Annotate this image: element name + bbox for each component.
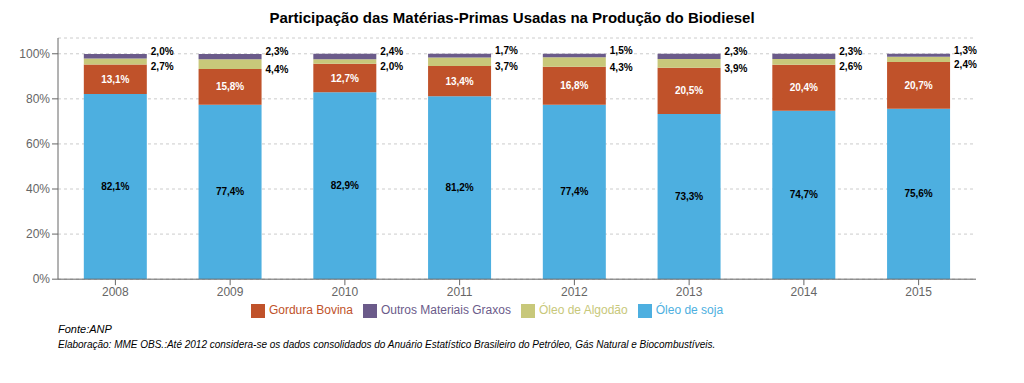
html-text:Fonte:ANP: Fonte:ANP	[58, 323, 112, 335]
svg-text:2,3%: 2,3%	[839, 46, 862, 57]
svg-text:60%: 60%	[26, 137, 50, 151]
svg-text:3,9%: 3,9%	[725, 63, 748, 74]
svg-text:77,4%: 77,4%	[560, 186, 588, 197]
svg-text:1,3%: 1,3%	[954, 45, 977, 56]
html-text:Outros Materiais Graxos: Outros Materiais Graxos	[380, 303, 511, 318]
svg-text:20%: 20%	[26, 227, 50, 241]
svg-text:2,6%: 2,6%	[839, 61, 862, 72]
svg-text:2,4%: 2,4%	[380, 46, 403, 57]
svg-text:2014: 2014	[791, 285, 818, 299]
svg-text:2,0%: 2,0%	[380, 61, 403, 72]
svg-text:2009: 2009	[217, 285, 244, 299]
svg-text:4,3%: 4,3%	[610, 62, 633, 73]
html-text:Óleo de Algodão: Óleo de Algodão	[539, 303, 628, 318]
svg-text:75,6%: 75,6%	[904, 188, 932, 199]
svg-text:80%: 80%	[26, 92, 50, 106]
svg-text:2013: 2013	[676, 285, 703, 299]
svg-text:77,4%: 77,4%	[216, 186, 244, 197]
svg-text:3,7%: 3,7%	[495, 61, 518, 72]
svg-text:12,7%: 12,7%	[331, 73, 359, 84]
svg-text:82,9%: 82,9%	[331, 180, 359, 191]
html-text:Participação das Matérias-Prim: Participação das Matérias-Primas Usadas …	[269, 9, 755, 26]
svg-text:13,4%: 13,4%	[445, 76, 473, 87]
svg-text:82,1%: 82,1%	[101, 181, 129, 192]
svg-text:0%: 0%	[33, 272, 51, 286]
svg-text:100%: 100%	[19, 47, 50, 61]
html-text:Elaboração: MME OBS.:Até 2012: Elaboração: MME OBS.:Até 2012 considera-…	[58, 339, 716, 350]
svg-text:2012: 2012	[561, 285, 588, 299]
svg-text:2,4%: 2,4%	[954, 59, 977, 70]
svg-text:2,3%: 2,3%	[725, 46, 748, 57]
html-text:Gordura Bovina: Gordura Bovina	[268, 303, 353, 318]
svg-text:2,7%: 2,7%	[151, 61, 174, 72]
html-text:Óleo de soja: Óleo de soja	[655, 303, 724, 318]
svg-text:2,3%: 2,3%	[266, 46, 289, 57]
svg-text:2,0%: 2,0%	[151, 46, 174, 57]
svg-text:4,4%: 4,4%	[266, 64, 289, 75]
svg-text:2010: 2010	[332, 285, 359, 299]
svg-text:20,5%: 20,5%	[675, 85, 703, 96]
svg-text:15,8%: 15,8%	[216, 81, 244, 92]
svg-text:2011: 2011	[447, 285, 473, 299]
svg-text:16,8%: 16,8%	[560, 80, 588, 91]
svg-text:73,3%: 73,3%	[675, 191, 703, 202]
svg-text:2015: 2015	[905, 285, 932, 299]
svg-text:74,7%: 74,7%	[790, 189, 818, 200]
svg-text:20,7%: 20,7%	[904, 80, 932, 91]
svg-text:2008: 2008	[102, 285, 129, 299]
svg-text:81,2%: 81,2%	[445, 182, 473, 193]
svg-text:1,5%: 1,5%	[610, 45, 633, 56]
svg-text:1,7%: 1,7%	[495, 45, 518, 56]
svg-text:40%: 40%	[26, 182, 50, 196]
svg-text:20,4%: 20,4%	[790, 82, 818, 93]
svg-text:13,1%: 13,1%	[101, 74, 129, 85]
